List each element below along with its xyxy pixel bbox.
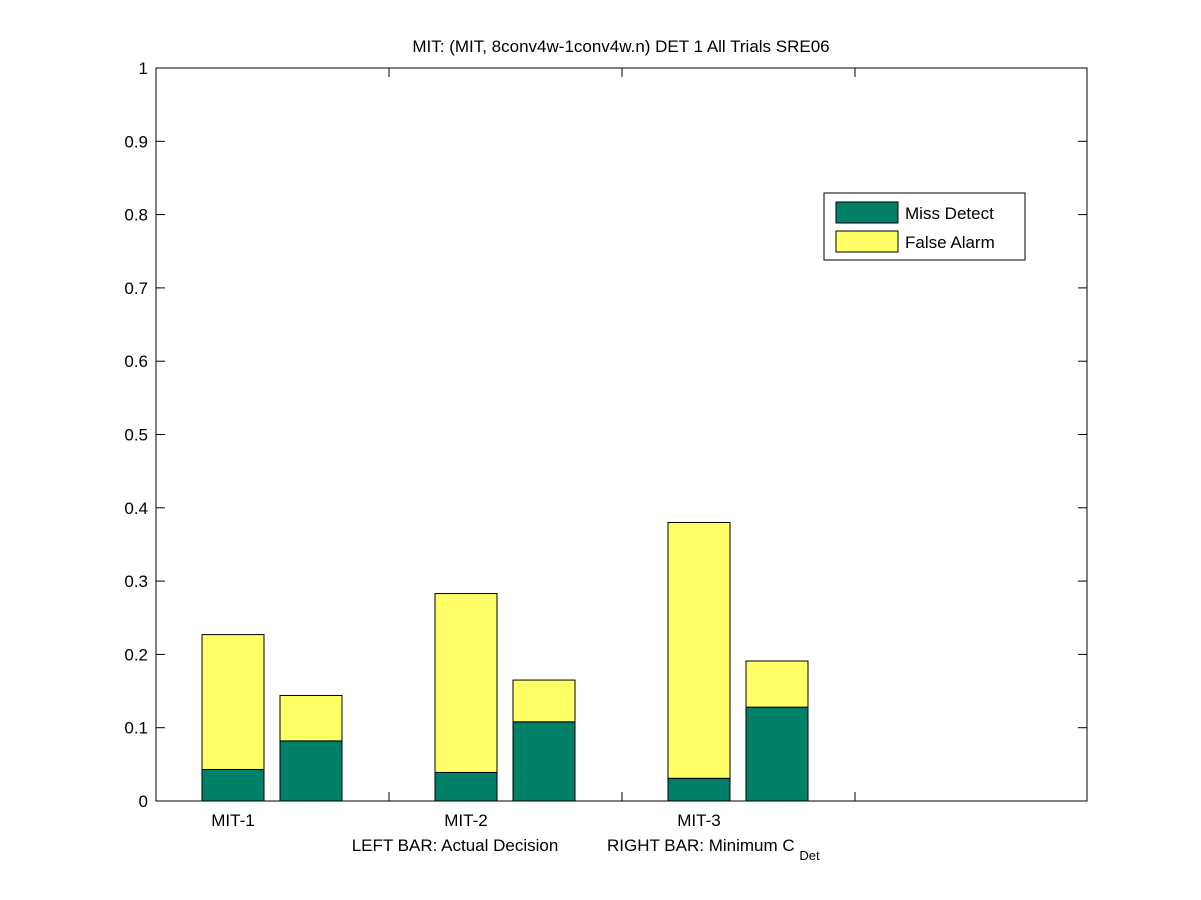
legend-swatch-false-alarm (835, 230, 899, 253)
x-axis-label-right-main: RIGHT BAR: Minimum C (607, 836, 795, 855)
y-tick-label: 0.7 (124, 279, 148, 298)
y-tick-label: 0.2 (124, 645, 148, 664)
x-tick-label-mit-2: MIT-2 (444, 811, 487, 830)
x-tick-label-mit-3: MIT-3 (677, 811, 720, 830)
legend-label-miss-detect: Miss Detect (905, 204, 994, 223)
chart-title: MIT: (MIT, 8conv4w-1conv4w.n) DET 1 All … (412, 37, 829, 56)
bar-mit-1-right-miss-detect (279, 740, 343, 802)
ticks-layer: 0 0.1 0.2 0.3 0.4 0.5 0.6 0.7 0.8 0.9 1 MIT-1 MIT-2 M… (124, 59, 1087, 830)
legend-swatch-miss-detect (835, 201, 899, 224)
bar-mit-2-left-false-alarm (434, 593, 498, 773)
y-tick-label: 0.5 (124, 426, 148, 445)
bar-mit-1-left-false-alarm (201, 634, 265, 770)
y-tick-label: 0.1 (124, 719, 148, 738)
y-tick-label: 0.3 (124, 572, 148, 591)
bars-layer (201, 521, 809, 802)
y-tick-label: 0.6 (124, 352, 148, 371)
bar-mit-3-right-miss-detect (745, 706, 809, 802)
bar-mit-1-left-miss-detect (201, 768, 265, 802)
x-tick-label-mit-1: MIT-1 (211, 811, 254, 830)
y-tick-label: 0 (139, 792, 148, 811)
y-tick-label: 0.4 (124, 499, 148, 518)
x-axis-label-right: RIGHT BAR: Minimum C Det (607, 836, 820, 863)
y-tick-label: 0.8 (124, 206, 148, 225)
bar-mit-2-left-miss-detect (434, 771, 498, 802)
bar-mit-2-right-miss-detect (512, 721, 576, 802)
legend-label-false-alarm: False Alarm (905, 233, 995, 252)
bar-mit-1-right-false-alarm (279, 694, 343, 742)
x-axis-label-right-subscript: Det (799, 848, 820, 863)
bar-mit-3-right-false-alarm (745, 660, 809, 708)
bar-mit-3-left-false-alarm (667, 521, 731, 779)
bar-mit-2-right-false-alarm (512, 679, 576, 723)
x-axis-label: LEFT BAR: Actual Decision RIGHT BAR: Min… (352, 836, 820, 863)
y-tick-label: 0.9 (124, 132, 148, 151)
y-tick-label: 1 (139, 59, 148, 78)
x-axis-label-left: LEFT BAR: Actual Decision (352, 836, 559, 855)
legend: Miss Detect False Alarm (823, 192, 1026, 261)
bar-mit-3-left-miss-detect (667, 777, 731, 802)
